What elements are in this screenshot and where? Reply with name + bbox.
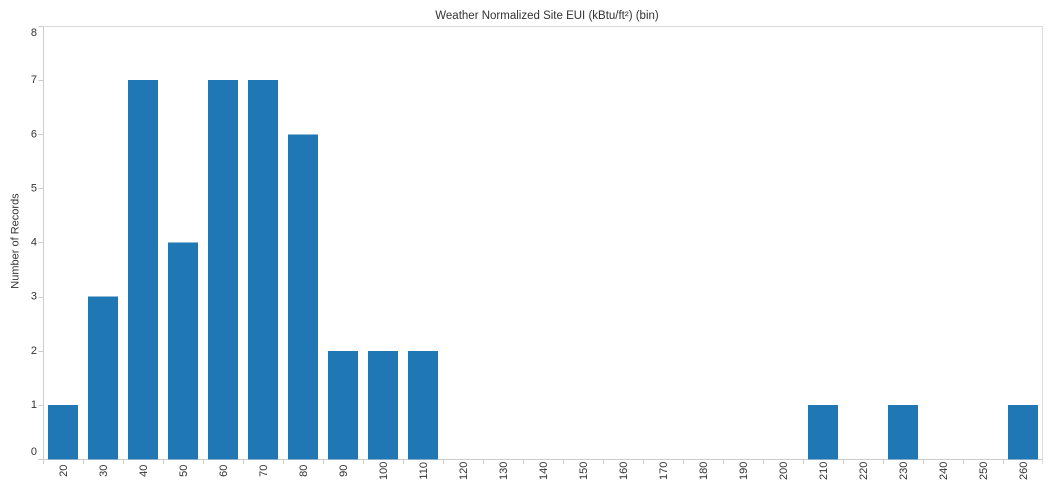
svg-text:Number of Records: Number of Records — [10, 193, 22, 289]
svg-text:70: 70 — [258, 465, 270, 477]
svg-text:190: 190 — [738, 462, 750, 480]
svg-text:1: 1 — [31, 399, 37, 411]
svg-text:60: 60 — [218, 465, 230, 477]
svg-text:120: 120 — [458, 462, 470, 480]
svg-text:100: 100 — [378, 462, 390, 480]
svg-text:0: 0 — [31, 446, 37, 458]
svg-text:80: 80 — [298, 465, 310, 477]
svg-text:140: 140 — [538, 462, 550, 480]
svg-text:200: 200 — [778, 462, 790, 480]
svg-text:220: 220 — [858, 462, 870, 480]
svg-text:210: 210 — [818, 462, 830, 480]
svg-text:90: 90 — [338, 465, 350, 477]
svg-text:150: 150 — [578, 462, 590, 480]
svg-text:20: 20 — [58, 465, 70, 477]
svg-text:8: 8 — [31, 27, 37, 39]
svg-text:130: 130 — [498, 462, 510, 480]
svg-text:5: 5 — [31, 182, 37, 194]
svg-text:6: 6 — [31, 128, 37, 140]
svg-text:230: 230 — [898, 462, 910, 480]
svg-text:160: 160 — [618, 462, 630, 480]
svg-text:170: 170 — [658, 462, 670, 480]
svg-text:30: 30 — [98, 465, 110, 477]
svg-text:2: 2 — [31, 345, 37, 357]
svg-text:4: 4 — [31, 237, 37, 249]
svg-text:180: 180 — [698, 462, 710, 480]
svg-text:240: 240 — [938, 462, 950, 480]
svg-text:7: 7 — [31, 74, 37, 86]
svg-text:260: 260 — [1018, 462, 1030, 480]
svg-text:50: 50 — [178, 465, 190, 477]
svg-text:Weather Normalized Site EUI (k: Weather Normalized Site EUI (kBtu/ft²) (… — [435, 10, 659, 22]
svg-text:3: 3 — [31, 291, 37, 303]
svg-text:40: 40 — [138, 465, 150, 477]
svg-text:250: 250 — [978, 462, 990, 480]
svg-text:110: 110 — [418, 462, 430, 480]
